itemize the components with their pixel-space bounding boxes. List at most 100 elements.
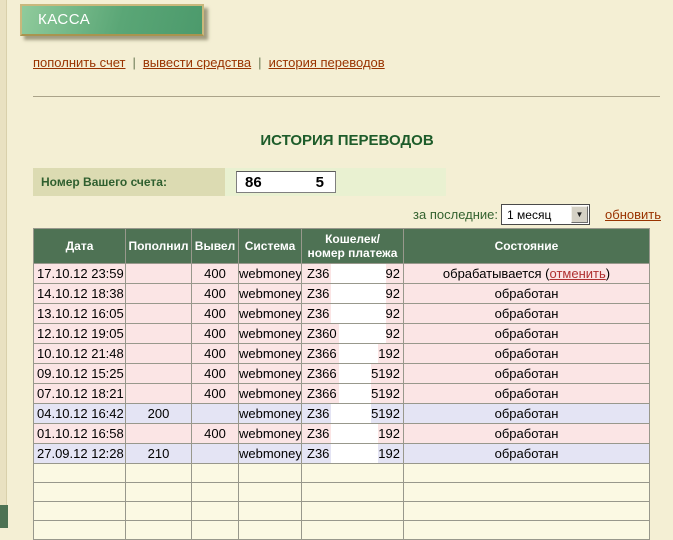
table-row: 13.10.12 16:05 400 webmoney Z36 92 обраб… — [33, 303, 650, 324]
column-header-withdraw: Вывел — [191, 228, 239, 264]
cell-withdraw — [191, 403, 239, 424]
table-row: 27.09.12 12:28 210 webmoney Z36 192 обра… — [33, 443, 650, 464]
redaction-mask — [331, 304, 386, 323]
cell-withdraw: 400 — [191, 323, 239, 344]
cell-withdraw — [191, 443, 239, 464]
cell-date: 12.10.12 19:05 — [33, 323, 126, 344]
period-select[interactable]: 1 месяц ▼ — [501, 204, 591, 225]
cell-system: webmoney — [238, 303, 302, 324]
nav-link-topup[interactable]: пополнить счет — [33, 55, 126, 70]
page-left-edge-strip — [0, 0, 7, 528]
redaction-mask — [331, 444, 379, 463]
nav-link-withdraw[interactable]: вывести средства — [142, 55, 252, 70]
transfers-table-wrap: Дата Пополнил Вывел Система Кошелек/ ном… — [33, 228, 666, 540]
cell-deposit — [125, 383, 192, 404]
redaction-mask — [331, 284, 386, 303]
cell-withdraw: 400 — [191, 363, 239, 384]
empty-cell — [403, 520, 650, 540]
table-row: 07.10.12 18:21 400 webmoney Z366 5192 об… — [33, 383, 650, 404]
refresh-link[interactable]: обновить — [605, 207, 661, 222]
empty-cell — [191, 482, 239, 502]
wallet-visible-suffix: 92 — [385, 326, 400, 341]
cell-withdraw: 400 — [191, 283, 239, 304]
table-row: 14.10.12 18:38 400 webmoney Z36 92 обраб… — [33, 283, 650, 304]
wallet-visible-prefix: Z36 — [307, 406, 330, 421]
cell-wallet: Z36 5192 — [301, 403, 404, 424]
transfers-table: Дата Пополнил Вывел Система Кошелек/ ном… — [33, 228, 650, 540]
cancel-link[interactable]: отменить — [549, 266, 606, 281]
nav-link-history[interactable]: история переводов — [268, 55, 385, 70]
cell-system: webmoney — [238, 323, 302, 344]
wallet-visible-suffix: 192 — [378, 446, 400, 461]
redaction-mask — [338, 344, 379, 363]
page-title: ИСТОРИЯ ПЕРЕВОДОВ — [260, 132, 434, 149]
empty-cell — [33, 501, 126, 521]
page-content: КАССА пополнить счет | вывести средства | ис… — [20, 0, 666, 540]
period-filter-row: за последние: 1 месяц ▼ обновить — [20, 204, 661, 225]
cell-status: обработан — [403, 443, 650, 464]
wallet-visible-suffix: 5192 — [371, 406, 400, 421]
empty-cell — [301, 520, 404, 540]
empty-cell — [125, 520, 192, 540]
cell-date: 13.10.12 16:05 — [33, 303, 126, 324]
cell-status: обработан — [403, 423, 650, 444]
cell-deposit: 200 — [125, 403, 192, 424]
wallet-visible-suffix: 192 — [378, 426, 400, 441]
cell-date: 27.09.12 12:28 — [33, 443, 126, 464]
wallet-visible-prefix: Z36 — [307, 426, 330, 441]
cell-status: обработан — [403, 323, 650, 344]
chevron-down-icon[interactable]: ▼ — [571, 206, 589, 223]
redaction-mask — [331, 404, 371, 423]
column-header-deposit: Пополнил — [125, 228, 192, 264]
empty-cell — [301, 501, 404, 521]
wallet-visible-suffix: 92 — [385, 286, 400, 301]
account-number-input[interactable]: 86 5 — [236, 171, 336, 193]
cell-wallet: Z366 192 — [301, 343, 404, 364]
cell-withdraw: 400 — [191, 343, 239, 364]
empty-cell — [238, 501, 302, 521]
cell-system: webmoney — [238, 403, 302, 424]
wallet-visible-suffix: 92 — [385, 306, 400, 321]
cell-status: обработан — [403, 283, 650, 304]
empty-cell — [33, 520, 126, 540]
cell-withdraw: 400 — [191, 383, 239, 404]
redaction-mask — [331, 264, 386, 283]
account-number-row: Номер Вашего счета: 86 5 — [33, 168, 666, 196]
empty-cell — [403, 501, 650, 521]
cell-system: webmoney — [238, 283, 302, 304]
kassa-banner: КАССА — [20, 4, 204, 36]
cell-deposit — [125, 303, 192, 324]
cell-withdraw: 400 — [191, 423, 239, 444]
empty-cell — [33, 463, 126, 483]
table-row: 04.10.12 16:42 200 webmoney Z36 5192 обр… — [33, 403, 650, 424]
empty-cell — [238, 482, 302, 502]
table-row: 01.10.12 16:58 400 webmoney Z36 192 обра… — [33, 423, 650, 444]
cell-status: обработан — [403, 363, 650, 384]
empty-table-row — [33, 463, 650, 483]
cell-status: обработан — [403, 383, 650, 404]
account-number-visible-prefix: 86 — [245, 173, 262, 191]
empty-cell — [125, 463, 192, 483]
wallet-visible-suffix: 5192 — [371, 366, 400, 381]
bottom-left-green-block — [0, 505, 8, 528]
cell-deposit — [125, 363, 192, 384]
cell-date: 01.10.12 16:58 — [33, 423, 126, 444]
cell-status: обработан — [403, 343, 650, 364]
empty-cell — [301, 482, 404, 502]
cell-deposit — [125, 343, 192, 364]
cell-wallet: Z366 5192 — [301, 363, 404, 384]
table-header-row: Дата Пополнил Вывел Система Кошелек/ ном… — [33, 228, 650, 264]
empty-cell — [191, 501, 239, 521]
nav-links: пополнить счет | вывести средства | история … — [33, 55, 666, 70]
table-row: 10.10.12 21:48 400 webmoney Z366 192 обр… — [33, 343, 650, 364]
empty-cell — [191, 520, 239, 540]
cell-date: 07.10.12 18:21 — [33, 383, 126, 404]
table-row: 09.10.12 15:25 400 webmoney Z366 5192 об… — [33, 363, 650, 384]
cell-deposit: 210 — [125, 443, 192, 464]
empty-table-row — [33, 482, 650, 502]
redaction-mask — [338, 364, 372, 383]
empty-cell — [403, 482, 650, 502]
wallet-visible-prefix: Z36 — [307, 446, 330, 461]
cell-date: 04.10.12 16:42 — [33, 403, 126, 424]
cell-withdraw: 400 — [191, 303, 239, 324]
